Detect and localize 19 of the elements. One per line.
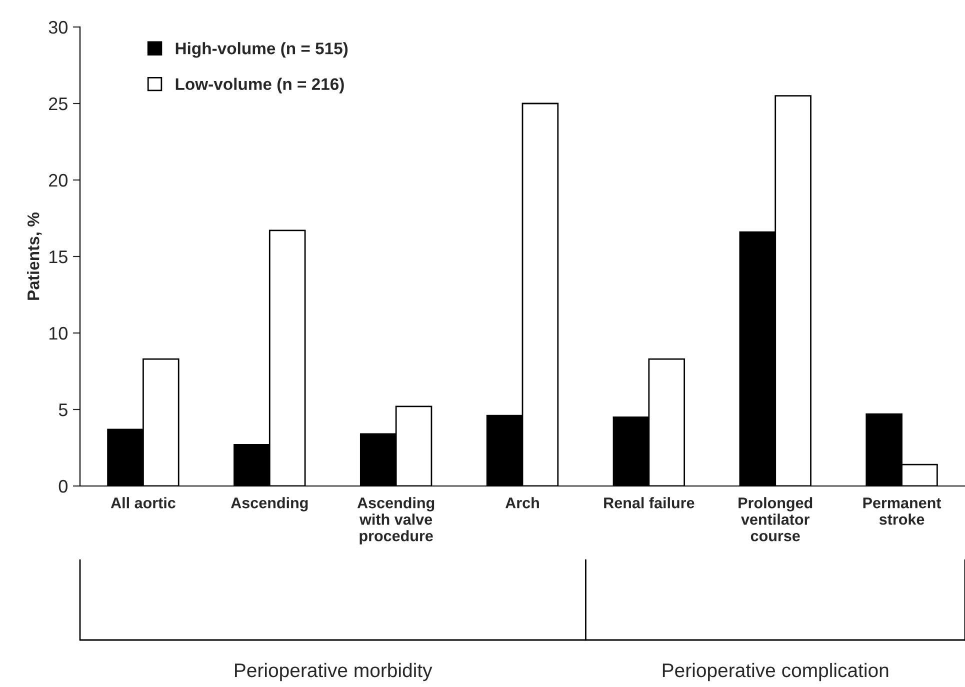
y-tick-label: 25 [49,97,68,110]
legend-label: Low-volume (n = 216) [176,78,344,94]
y-tick-label: 0 [58,480,68,493]
x-tick-label: All aortic [110,497,176,508]
x-tick-label: Renal failure [604,497,694,508]
x-tick-label: Permanent stroke [863,498,942,525]
x-tick-label: Ascending [230,497,308,512]
x-tick-label: Prolonged ventilator course [738,497,812,542]
y-tick-label: 20 [49,174,68,187]
text: Perioperative morbidity [235,662,432,682]
text: Perioperative complication [662,662,888,682]
legend-label: High-volume (n = 515) [176,42,348,58]
y-axis-title: Patients, % [27,212,42,300]
y-tick-label: 5 [58,404,68,416]
x-tick-label: Arch [505,497,539,508]
y-tick-label: 15 [49,250,68,264]
y-tick-label: 10 [49,326,68,340]
y-tick-label: 30 [48,20,68,34]
x-tick-label: Ascending with valve procedure [357,497,434,544]
